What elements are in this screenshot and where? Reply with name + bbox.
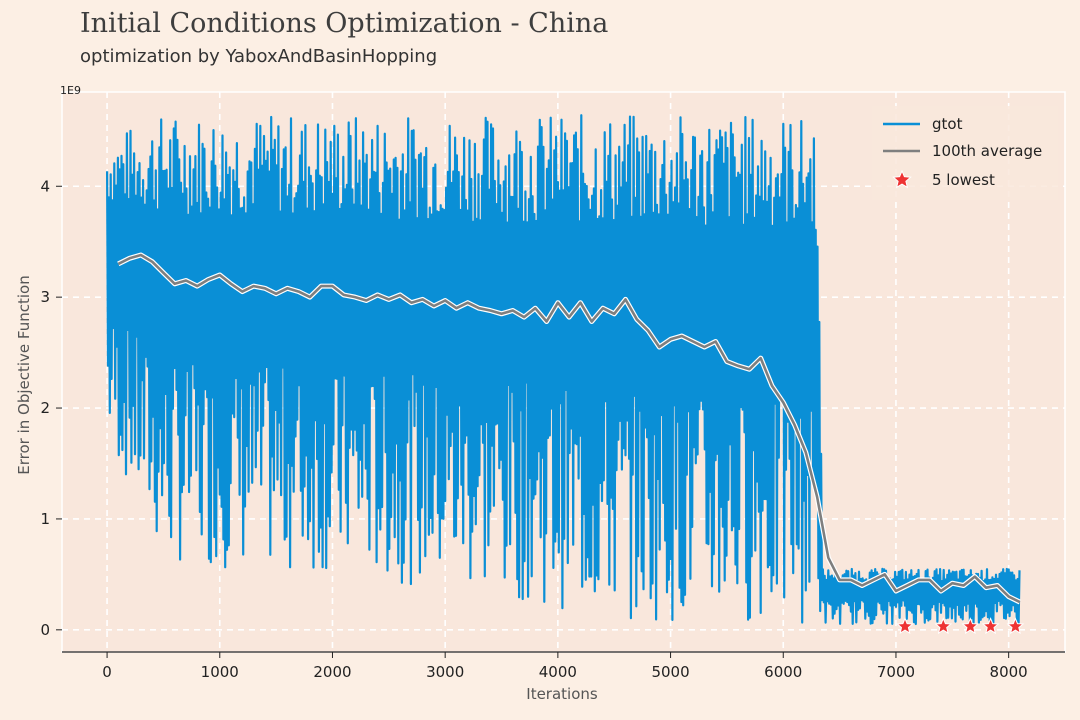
lowest-point-star: [896, 617, 914, 635]
x-tick-label: 7000: [877, 663, 915, 681]
x-tick-label: 0: [102, 663, 112, 681]
average-line: [117, 253, 1021, 604]
gtot-line: [106, 114, 1021, 626]
legend-star-marker: [892, 169, 912, 189]
y-axis-label: Error in Objective Function: [15, 275, 33, 474]
lowest-point-star: [1006, 617, 1025, 635]
lowest-point-star: [961, 617, 980, 635]
lowest-points: [896, 617, 1025, 635]
y-tick-label: 0: [40, 621, 50, 639]
y-scale-label: 1E9: [60, 84, 81, 97]
legend: gtot 100th average 5 lowest: [872, 106, 1058, 200]
x-axis-label: Iterations: [526, 685, 598, 703]
average-series: [117, 252, 1022, 605]
x-axis-ticks: 0 1000 2000 3000 4000 5000 6000 7000 8000: [102, 652, 1028, 681]
x-tick-label: 6000: [764, 663, 802, 681]
legend-lowest-label: 5 lowest: [932, 171, 995, 189]
y-axis-ticks: 0 1 2 3 4: [40, 177, 62, 639]
y-tick-label: 1: [40, 510, 50, 528]
x-tick-label: 4000: [539, 663, 577, 681]
legend-average-label: 100th average: [932, 142, 1042, 160]
lowest-point-star: [934, 617, 953, 635]
gtot-series: [106, 114, 1021, 626]
legend-gtot-label: gtot: [932, 115, 963, 133]
chart-title: Initial Conditions Optimization - China: [80, 8, 609, 39]
y-tick-label: 2: [40, 399, 50, 417]
x-tick-label: 8000: [990, 663, 1028, 681]
y-tick-label: 4: [40, 177, 50, 195]
chart-subtitle: optimization by YaboxAndBasinHopping: [80, 46, 438, 67]
legend-lowest-star: [892, 169, 912, 189]
lowest-point-star: [981, 617, 1000, 635]
y-tick-label: 3: [40, 288, 50, 306]
x-tick-label: 1000: [201, 663, 239, 681]
x-tick-label: 3000: [426, 663, 464, 681]
x-tick-label: 2000: [313, 663, 351, 681]
x-tick-label: 5000: [651, 663, 689, 681]
